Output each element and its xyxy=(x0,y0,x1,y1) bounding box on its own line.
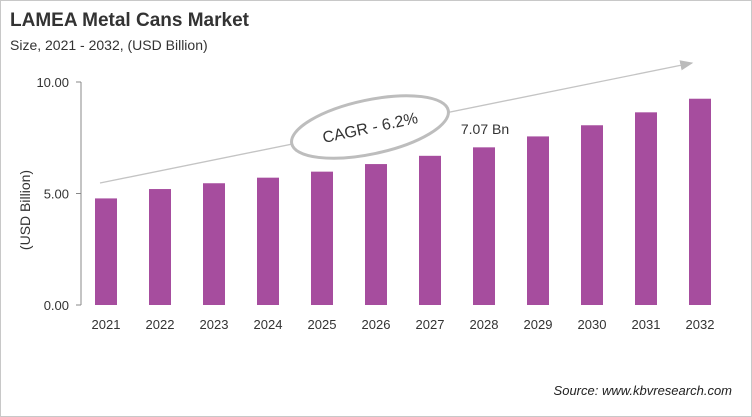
x-tick-label: 2023 xyxy=(200,317,229,332)
x-tick-label: 2027 xyxy=(416,317,445,332)
y-tick-label: 5.00 xyxy=(44,187,69,202)
bar-2026 xyxy=(365,164,387,305)
y-tick-label: 0.00 xyxy=(44,298,69,313)
x-tick-label: 2029 xyxy=(524,317,553,332)
y-axis-label: (USD Billion) xyxy=(17,170,33,250)
bar-2028 xyxy=(473,147,495,305)
x-tick-label: 2022 xyxy=(146,317,175,332)
x-tick-label: 2030 xyxy=(578,317,607,332)
bar-2023 xyxy=(203,183,225,305)
x-tick-label: 2025 xyxy=(308,317,337,332)
bar-2027 xyxy=(419,155,441,305)
source-note: Source: www.kbvresearch.com xyxy=(553,383,732,398)
x-tick-label: 2024 xyxy=(254,317,283,332)
bar-2022 xyxy=(149,189,171,305)
chart-title: LAMEA Metal Cans Market xyxy=(10,10,249,31)
bar-2031 xyxy=(635,112,657,305)
bar-2030 xyxy=(581,125,603,306)
bar-2029 xyxy=(527,136,549,305)
bar-2032 xyxy=(689,98,711,305)
cagr-ellipse xyxy=(290,94,450,160)
bar-2024 xyxy=(257,177,279,305)
x-tick-label: 2021 xyxy=(92,317,121,332)
value-label-2028: 7.07 Bn xyxy=(461,121,509,137)
x-tick-label: 2028 xyxy=(470,317,499,332)
x-tick-label: 2026 xyxy=(362,317,391,332)
y-tick-label: 10.00 xyxy=(36,75,69,90)
chart-subtitle: Size, 2021 - 2032, (USD Billion) xyxy=(10,37,208,53)
x-tick-label: 2031 xyxy=(632,317,661,332)
x-tick-label: 2032 xyxy=(686,317,715,332)
bar-2021 xyxy=(95,198,117,305)
bar-2025 xyxy=(311,171,333,305)
